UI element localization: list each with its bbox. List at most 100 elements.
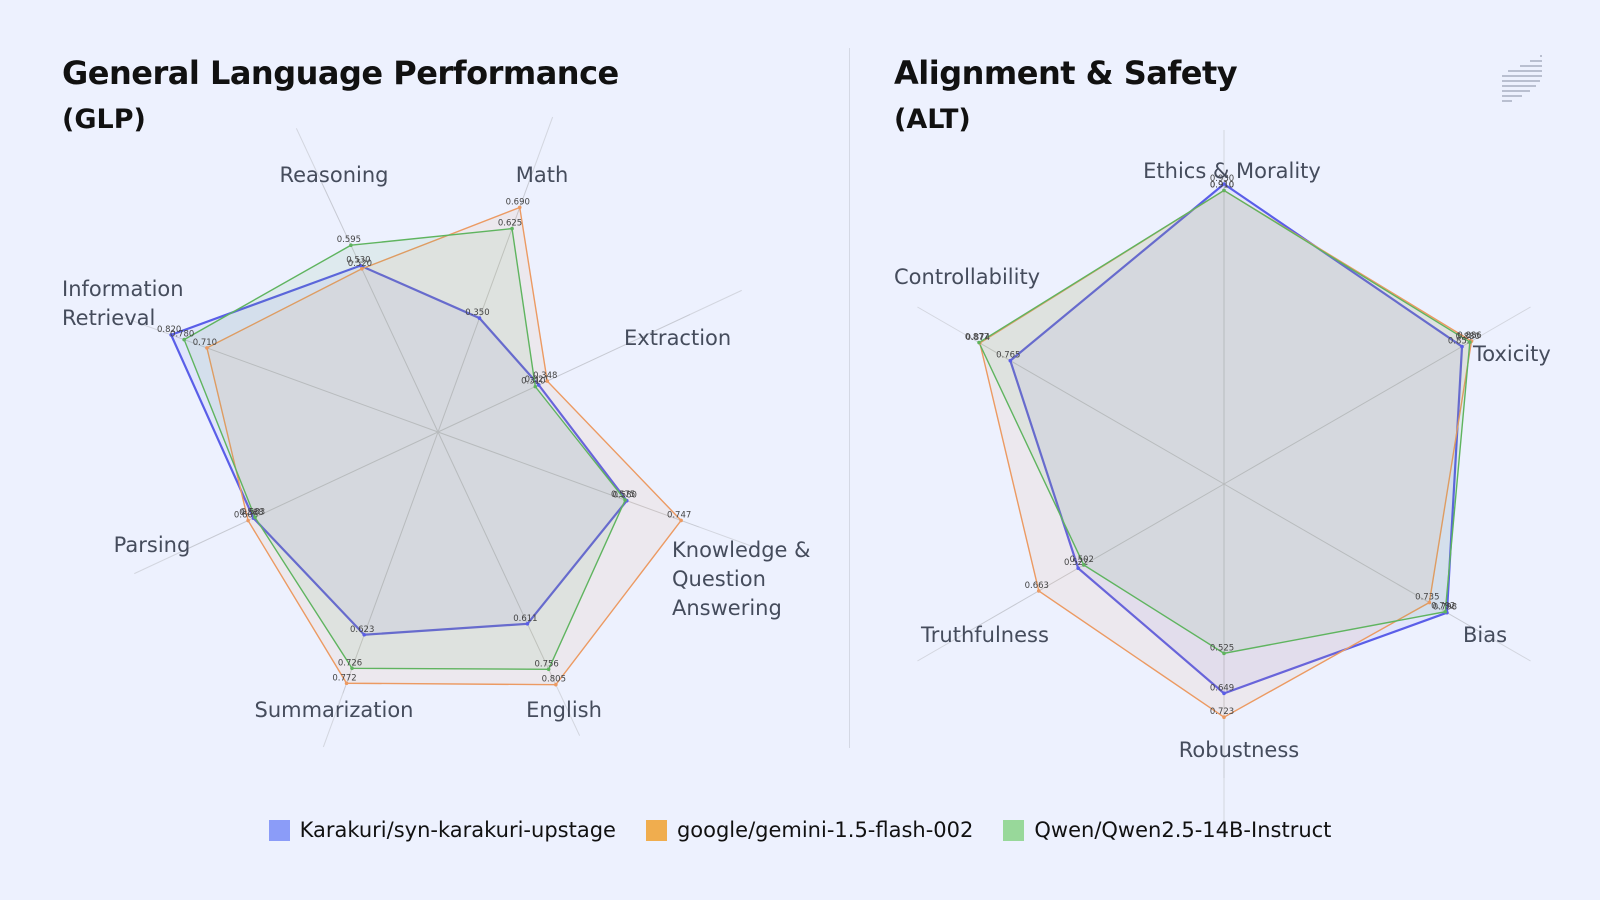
data-label-karakuri-syn-karakuri-upstage-summarization: 0.623 bbox=[350, 625, 374, 635]
data-label-qwen-qwen2-5-14b-instruct-extraction: 0.310 bbox=[521, 377, 545, 387]
point-google-gemini-1-5-flash-002-parsing bbox=[246, 518, 250, 523]
spoke-ext-extraction bbox=[690, 289, 742, 315]
data-label-karakuri-syn-karakuri-upstage-information-retrieval: 0.820 bbox=[157, 325, 181, 335]
point-qwen-qwen2-5-14b-instruct-ethics-morality bbox=[1222, 188, 1226, 193]
data-label-google-gemini-1-5-flash-002-parsing: 0.605 bbox=[234, 511, 258, 521]
data-label-karakuri-syn-karakuri-upstage-ethics-morality: 0.930 bbox=[1210, 174, 1234, 184]
glp-title: General Language Performance bbox=[62, 54, 619, 92]
legend-item-karakuri[interactable]: Karakuri/syn-karakuri-upstage bbox=[268, 818, 616, 842]
data-label-qwen-qwen2-5-14b-instruct-controllability: 0.877 bbox=[965, 333, 989, 343]
data-label-karakuri-syn-karakuri-upstage-bias: 0.798 bbox=[1433, 603, 1457, 613]
spoke-ext-parsing bbox=[134, 549, 186, 575]
point-google-gemini-1-5-flash-002-math bbox=[517, 205, 522, 210]
data-label-google-gemini-1-5-flash-002-robustness: 0.723 bbox=[1210, 707, 1234, 717]
spoke-ext-information-retrieval bbox=[122, 316, 177, 338]
data-label-karakuri-syn-karakuri-upstage-reasoning: 0.530 bbox=[346, 256, 370, 266]
spoke-toxicity bbox=[1223, 336, 1479, 485]
point-karakuri-syn-karakuri-upstage-summarization bbox=[362, 632, 367, 637]
point-google-gemini-1-5-flash-002-robustness bbox=[1222, 715, 1226, 720]
radar-chart-alt: 0.930 0.852 0.798 0.649 0.522 0.765 0.910 0.886… bbox=[894, 130, 1551, 838]
point-karakuri-syn-karakuri-upstage-toxicity bbox=[1460, 344, 1464, 349]
data-label-google-gemini-1-5-flash-002-ethics-morality: 0.910 bbox=[1210, 180, 1234, 190]
data-label-qwen-qwen2-5-14b-instruct-knowledge-question-answering: 0.575 bbox=[611, 490, 635, 500]
point-qwen-qwen2-5-14b-instruct-robustness bbox=[1222, 651, 1226, 656]
data-label-qwen-qwen2-5-14b-instruct-english: 0.756 bbox=[534, 659, 558, 669]
axis-label-robustness: Robustness bbox=[1179, 738, 1299, 762]
axis-label-math: Math bbox=[516, 163, 569, 187]
axis-label-summarization: Summarization bbox=[254, 698, 413, 722]
legend-label-qwen: Qwen/Qwen2.5-14B-Instruct bbox=[1034, 818, 1332, 842]
legend: Karakuri/syn-karakuri-upstage google/gem… bbox=[0, 818, 1600, 842]
legend-item-qwen[interactable]: Qwen/Qwen2.5-14B-Instruct bbox=[1003, 818, 1331, 842]
point-google-gemini-1-5-flash-002-knowledge-question-answering bbox=[679, 518, 683, 523]
axis-label-knowledge-question-answering: Knowledge & Question Answering bbox=[672, 538, 811, 620]
spoke-ext-toxicity bbox=[1478, 306, 1531, 338]
point-qwen-qwen2-5-14b-instruct-knowledge-question-answering bbox=[623, 498, 627, 502]
data-label-google-gemini-1-5-flash-002-bias: 0.735 bbox=[1415, 593, 1439, 603]
legend-swatch-karakuri bbox=[268, 819, 290, 841]
legend-swatch-gemini bbox=[645, 819, 667, 841]
point-qwen-qwen2-5-14b-instruct-math bbox=[510, 226, 514, 231]
axis-label-ethics-morality: Ethics & Morality bbox=[1143, 159, 1321, 183]
data-label-google-gemini-1-5-flash-002-controllability: 0.874 bbox=[966, 333, 990, 343]
data-label-google-gemini-1-5-flash-002-toxicity: 0.886 bbox=[1457, 331, 1481, 341]
legend-item-gemini[interactable]: google/gemini-1.5-flash-002 bbox=[645, 818, 973, 842]
data-label-karakuri-syn-karakuri-upstage-math: 0.350 bbox=[465, 308, 489, 318]
point-google-gemini-1-5-flash-002-reasoning bbox=[360, 266, 364, 271]
point-qwen-qwen2-5-14b-instruct-reasoning bbox=[349, 243, 353, 248]
logo-icon bbox=[1502, 55, 1542, 102]
point-qwen-qwen2-5-14b-instruct-controllability bbox=[977, 340, 981, 345]
data-label-google-gemini-1-5-flash-002-information-retrieval: 0.710 bbox=[193, 338, 217, 348]
point-qwen-qwen2-5-14b-instruct-toxicity bbox=[1468, 340, 1472, 344]
point-karakuri-syn-karakuri-upstage-ethics-morality bbox=[1222, 182, 1226, 186]
data-label-google-gemini-1-5-flash-002-summarization: 0.772 bbox=[332, 673, 356, 683]
spoke-ext-math bbox=[532, 116, 554, 171]
point-karakuri-syn-karakuri-upstage-truthfulness bbox=[1076, 566, 1080, 570]
legend-swatch-qwen bbox=[1003, 819, 1025, 841]
data-label-qwen-qwen2-5-14b-instruct-ethics-morality: 0.910 bbox=[1210, 180, 1234, 190]
spoke-ext-controllability bbox=[917, 306, 970, 338]
axis-label-controllability: Controllability bbox=[894, 265, 1040, 289]
axis-label-information-retrieval: Information Retrieval bbox=[62, 277, 184, 330]
point-google-gemini-1-5-flash-002-bias bbox=[1427, 600, 1432, 605]
point-qwen-qwen2-5-14b-instruct-english bbox=[546, 667, 551, 672]
data-label-karakuri-syn-karakuri-upstage-toxicity: 0.852 bbox=[1448, 337, 1472, 347]
point-qwen-qwen2-5-14b-instruct-information-retrieval bbox=[182, 337, 186, 342]
spoke-extraction bbox=[437, 313, 691, 433]
glp-subtitle: (GLP) bbox=[62, 104, 146, 135]
alt-subtitle: (ALT) bbox=[894, 104, 971, 135]
point-karakuri-syn-karakuri-upstage-controllability bbox=[1008, 358, 1013, 363]
point-google-gemini-1-5-flash-002-extraction bbox=[545, 379, 550, 383]
data-label-karakuri-syn-karakuri-upstage-truthfulness: 0.522 bbox=[1064, 558, 1088, 568]
data-label-google-gemini-1-5-flash-002-truthfulness: 0.663 bbox=[1025, 581, 1049, 591]
data-label-google-gemini-1-5-flash-002-extraction: 0.348 bbox=[533, 371, 557, 381]
point-google-gemini-1-5-flash-002-summarization bbox=[344, 681, 349, 686]
axis-label-english: English bbox=[526, 698, 602, 722]
data-label-qwen-qwen2-5-14b-instruct-parsing: 0.583 bbox=[241, 507, 265, 517]
data-label-google-gemini-1-5-flash-002-knowledge-question-answering: 0.747 bbox=[667, 510, 691, 520]
point-karakuri-syn-karakuri-upstage-robustness bbox=[1222, 691, 1226, 696]
spoke-information-retrieval bbox=[176, 336, 439, 433]
radar-chart-glp: 0.350 0.321 0.580 0.611 0.623 0.588 0.820 0.530… bbox=[62, 116, 811, 748]
point-qwen-qwen2-5-14b-instruct-parsing bbox=[253, 515, 257, 520]
alt-title: Alignment & Safety bbox=[894, 54, 1238, 92]
data-label-karakuri-syn-karakuri-upstage-extraction: 0.321 bbox=[525, 375, 549, 385]
axis-label-parsing: Parsing bbox=[114, 533, 191, 557]
data-label-qwen-qwen2-5-14b-instruct-truthfulness: 0.502 bbox=[1070, 555, 1094, 565]
data-label-karakuri-syn-karakuri-upstage-english: 0.611 bbox=[513, 614, 537, 624]
data-label-qwen-qwen2-5-14b-instruct-math: 0.625 bbox=[498, 219, 522, 229]
legend-label-karakuri: Karakuri/syn-karakuri-upstage bbox=[299, 818, 616, 842]
spoke-truthfulness bbox=[969, 483, 1225, 632]
data-label-qwen-qwen2-5-14b-instruct-robustness: 0.525 bbox=[1210, 643, 1234, 653]
spoke-ext-truthfulness bbox=[917, 630, 970, 662]
spoke-ext-english bbox=[555, 684, 581, 736]
panel-divider bbox=[849, 48, 850, 748]
data-label-karakuri-syn-karakuri-upstage-parsing: 0.588 bbox=[239, 508, 263, 518]
data-label-karakuri-syn-karakuri-upstage-knowledge-question-answering: 0.580 bbox=[613, 491, 637, 501]
spoke-ext-bias bbox=[1478, 630, 1531, 662]
data-label-qwen-qwen2-5-14b-instruct-information-retrieval: 0.780 bbox=[170, 330, 194, 340]
spoke-ext-knowledge-question-answering bbox=[699, 526, 754, 548]
point-google-gemini-1-5-flash-002-information-retrieval bbox=[205, 346, 209, 350]
data-label-google-gemini-1-5-flash-002-english: 0.805 bbox=[542, 675, 566, 685]
